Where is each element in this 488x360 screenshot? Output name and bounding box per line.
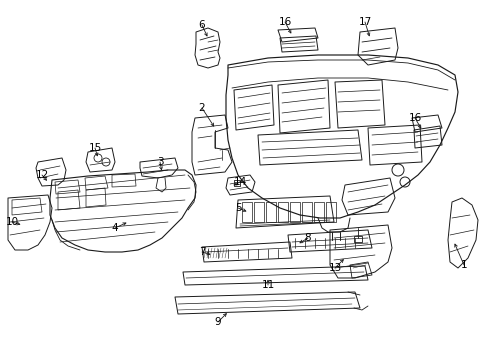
- Text: 4: 4: [111, 223, 118, 233]
- Text: 11: 11: [261, 280, 274, 290]
- Text: 16: 16: [278, 17, 291, 27]
- Text: 15: 15: [88, 143, 102, 153]
- Text: 7: 7: [198, 247, 205, 257]
- Text: 5: 5: [234, 203, 241, 213]
- Text: 9: 9: [214, 317, 221, 327]
- Text: 13: 13: [328, 263, 341, 273]
- Text: 10: 10: [5, 217, 19, 227]
- Text: 8: 8: [304, 233, 311, 243]
- Text: 14: 14: [233, 177, 246, 187]
- Text: 6: 6: [198, 20, 205, 30]
- Text: 1: 1: [460, 260, 467, 270]
- Text: 17: 17: [358, 17, 371, 27]
- Text: 2: 2: [198, 103, 205, 113]
- Text: 3: 3: [156, 157, 163, 167]
- Text: 16: 16: [407, 113, 421, 123]
- Text: 12: 12: [35, 170, 48, 180]
